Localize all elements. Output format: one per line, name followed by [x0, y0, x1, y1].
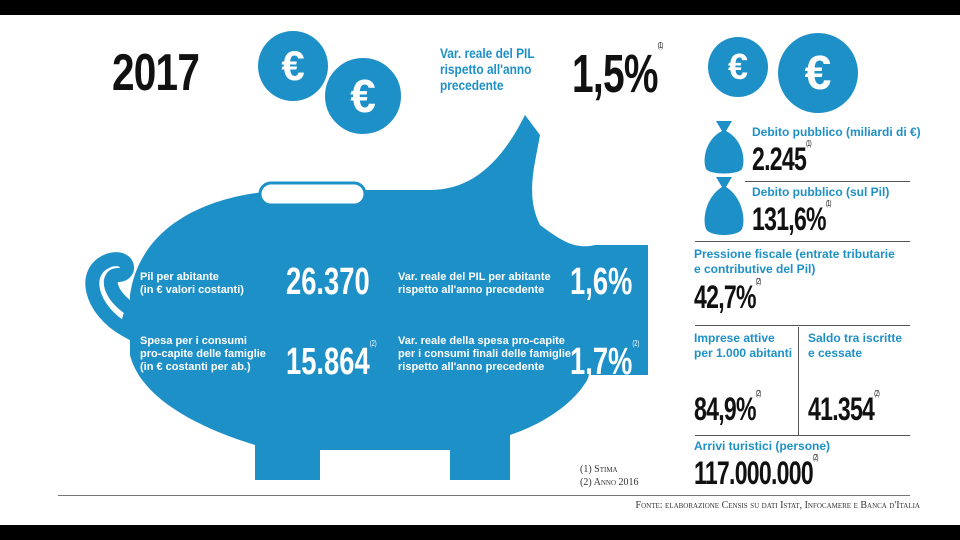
var-spesa-value: 1,7%(2): [570, 339, 640, 384]
arrivi-value: 117.000.000(2): [694, 453, 819, 492]
footnote-ref: (1): [825, 199, 832, 208]
pressione-value: 42,7%(2): [694, 277, 762, 316]
source-text: Fonte: elaborazione Censis su dati Istat…: [635, 500, 920, 511]
footnote-1: (1) Stima: [580, 464, 618, 475]
bottom-rule: [58, 495, 910, 496]
pil-label-line: precedente: [440, 77, 504, 93]
label-line: (in € valori costanti): [140, 284, 244, 296]
spesa-label: Spesa per i consumi pro-capite delle fam…: [140, 335, 266, 374]
pil-label-line: Var. reale del PIL: [440, 45, 535, 61]
label-line: Imprese attive: [694, 331, 775, 345]
label-line: per i consumi finali delle famiglie: [398, 348, 571, 360]
debito-pil-label: Debito pubblico (sul Pil): [752, 185, 890, 199]
footnotes: (1) Stima (2) Anno 2016: [580, 463, 639, 489]
spesa-value: 15.864(2): [286, 339, 377, 384]
label-line: e cessate: [808, 346, 863, 360]
pressione-value-text: 42,7%: [694, 279, 756, 315]
debito-value-text: 2.245: [752, 141, 807, 177]
footnote-ref: (2): [369, 339, 377, 348]
debito-label: Debito pubblico (miliardi di €): [752, 125, 921, 139]
euro-coin-icon: €: [258, 31, 328, 101]
pressione-label: Pressione fiscale (entrate tributarie e …: [694, 247, 895, 277]
divider: [695, 435, 910, 436]
debito-value: 2.245(1): [752, 139, 812, 178]
label-line: Saldo tra iscritte: [808, 331, 903, 345]
arrivi-label: Arrivi turistici (persone): [694, 439, 831, 453]
imprese-value: 84,9%(2): [694, 389, 762, 428]
imprese-label: Imprese attive per 1.000 abitanti: [694, 331, 792, 361]
footnote-ref: (2): [755, 277, 762, 286]
footnote-ref: (1): [657, 41, 664, 50]
pil-value: 1,5%(1): [572, 41, 664, 105]
saldo-value: 41.354(2): [808, 389, 880, 428]
label-line: Pil per abitante: [140, 271, 219, 283]
label-line: Spesa per i consumi: [140, 335, 247, 347]
piggy-bank-icon: [85, 115, 648, 480]
footnote-ref: (2): [812, 453, 819, 462]
money-bag-icon: [704, 177, 744, 235]
year-title: 2017: [112, 44, 200, 102]
divider: [695, 241, 910, 242]
spesa-value-text: 15.864: [286, 341, 370, 383]
label-line: e contributive del Pil): [694, 262, 816, 276]
label-line: Var. reale della spesa pro-capite: [398, 335, 565, 347]
euro-coin-icon: €: [778, 33, 858, 113]
var-pil-abitante-value: 1,6%: [570, 261, 633, 303]
divider: [798, 327, 799, 435]
footnote-ref: (2): [874, 389, 880, 398]
saldo-label: Saldo tra iscritte e cessate: [808, 331, 902, 361]
footnote-ref: (2): [632, 339, 640, 348]
pil-value-text: 1,5%: [572, 44, 658, 104]
footnote-2: (2) Anno 2016: [580, 477, 639, 488]
var-spesa-value-text: 1,7%: [570, 341, 633, 383]
euro-coin-icon: €: [322, 55, 404, 137]
euro-coin-icon: €: [708, 37, 768, 97]
divider: [695, 325, 910, 326]
footnote-ref: (2): [755, 389, 762, 398]
label-line: rispetto all'anno precedente: [398, 284, 545, 296]
var-spesa-label: Var. reale della spesa pro-capite per i …: [398, 335, 571, 374]
label-line: Pressione fiscale (entrate tributarie: [694, 247, 895, 261]
arrivi-value-text: 117.000.000: [694, 455, 814, 491]
label-line: rispetto all'anno precedente: [398, 361, 545, 373]
var-pil-abitante-label: Var. reale del PIL per abitante rispetto…: [398, 271, 551, 297]
money-bag-icon: [704, 121, 744, 174]
label-line: per 1.000 abitanti: [694, 346, 793, 360]
debito-pil-value: 131,6%(1): [752, 199, 832, 238]
divider: [745, 181, 910, 182]
label-line: pro-capite delle famiglie: [140, 348, 266, 360]
debito-pil-value-text: 131,6%: [752, 201, 827, 237]
pil-abitante-value: 26.370: [286, 261, 370, 303]
pil-abitante-label: Pil per abitante (in € valori costanti): [140, 271, 244, 297]
imprese-value-text: 84,9%: [694, 391, 756, 427]
label-line: Var. reale del PIL per abitante: [398, 271, 551, 283]
footnote-ref: (1): [806, 139, 812, 148]
pil-label-line: rispetto all'anno: [440, 61, 532, 77]
label-line: (in € costanti per ab.): [140, 361, 251, 373]
infographic: 2017 € € Var. reale del PIL rispetto all…: [0, 15, 960, 525]
saldo-value-text: 41.354: [808, 391, 875, 427]
pil-label: Var. reale del PIL rispetto all'anno pre…: [440, 45, 551, 93]
